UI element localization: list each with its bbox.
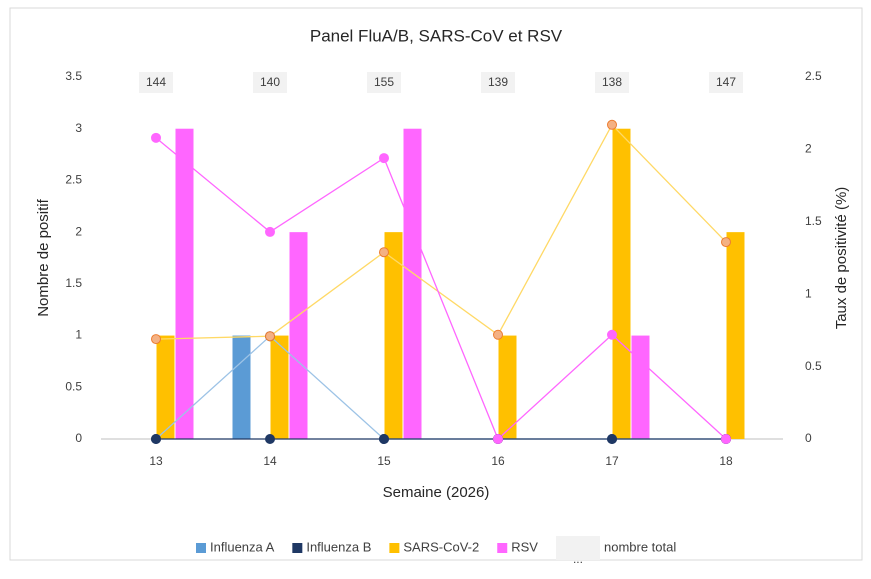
y2-tick-label: 1	[805, 286, 812, 300]
y2-tick-label: 0.5	[805, 359, 822, 373]
rate-marker	[493, 434, 503, 444]
rate-marker	[265, 226, 275, 237]
legend-swatch	[292, 543, 303, 553]
total-box	[481, 72, 515, 93]
legend-label: nombre total	[604, 539, 676, 554]
rate-marker	[379, 434, 389, 444]
legend-swatch	[497, 543, 508, 553]
y-tick-label: 3	[75, 121, 82, 135]
rate-marker	[151, 132, 161, 143]
legend-label: Influenza B	[306, 539, 371, 554]
chart-title: Panel FluA/B, SARS-CoV et RSV	[310, 26, 563, 45]
y2-tick-label: 2.5	[805, 69, 822, 83]
bar	[232, 335, 251, 439]
y2-tick-label: 0	[805, 431, 812, 445]
bar	[270, 335, 289, 439]
y2-tick-label: 2	[805, 142, 812, 156]
bar	[403, 128, 422, 439]
chart-frame	[9, 7, 863, 561]
total-label: 155	[374, 75, 394, 89]
y-tick-label: 1	[75, 328, 82, 342]
legend-label: Influenza A	[210, 539, 275, 554]
total-box	[139, 72, 173, 93]
rate-marker	[379, 153, 389, 164]
rate-line	[155, 137, 727, 441]
rate-line	[155, 123, 727, 340]
x-tick-label: 18	[719, 454, 733, 468]
rate-marker	[493, 329, 503, 340]
bar	[612, 128, 631, 439]
total-box	[595, 72, 629, 93]
x-tick-label: 17	[605, 454, 619, 468]
bar	[498, 335, 517, 439]
legend-label: SARS-CoV-2	[403, 539, 479, 554]
legend-swatch	[196, 543, 206, 553]
legend-total-box	[555, 536, 600, 560]
rate-marker	[607, 434, 617, 444]
y2-tick-label: 1.5	[805, 214, 822, 228]
rate-marker	[151, 434, 161, 444]
bar	[289, 232, 308, 439]
total-box	[253, 72, 287, 93]
y-tick-label: 2	[75, 224, 82, 238]
total-label: 144	[146, 75, 166, 89]
x-axis-title: Semaine (2026)	[383, 484, 490, 501]
y-tick-label: 3.5	[65, 69, 82, 83]
y-axis-title: Nombre de positif	[35, 198, 52, 316]
x-tick-label: 13	[149, 454, 163, 468]
rate-marker	[379, 247, 389, 258]
rate-marker	[607, 119, 617, 130]
total-label: 140	[260, 75, 280, 89]
y2-axis-title: Taux de positivité (%)	[833, 187, 850, 330]
bar	[726, 232, 745, 439]
bar	[175, 128, 194, 439]
bar	[384, 232, 403, 439]
rate-marker	[265, 331, 275, 342]
x-tick-label: 16	[491, 454, 505, 468]
total-box	[367, 72, 401, 93]
total-box	[709, 72, 743, 93]
rate-marker	[721, 434, 731, 444]
rate-marker	[265, 434, 275, 444]
y-tick-label: 0.5	[65, 379, 82, 393]
bar	[631, 335, 650, 439]
rate-marker	[151, 334, 161, 345]
legend-label: RSV	[511, 539, 538, 554]
y-tick-label: 2.5	[65, 173, 82, 187]
rate-marker	[721, 237, 731, 248]
x-tick-label: 14	[263, 454, 277, 468]
bar	[156, 335, 175, 439]
x-tick-label: 15	[377, 454, 391, 468]
legend-total-symbol: ...	[573, 552, 583, 566]
rate-marker	[607, 329, 617, 340]
y-tick-label: 0	[75, 431, 82, 445]
total-label: 139	[488, 75, 508, 89]
total-label: 138	[602, 75, 622, 89]
legend-swatch	[389, 543, 400, 553]
y-tick-label: 1.5	[65, 276, 82, 290]
total-label: 147	[716, 75, 736, 89]
